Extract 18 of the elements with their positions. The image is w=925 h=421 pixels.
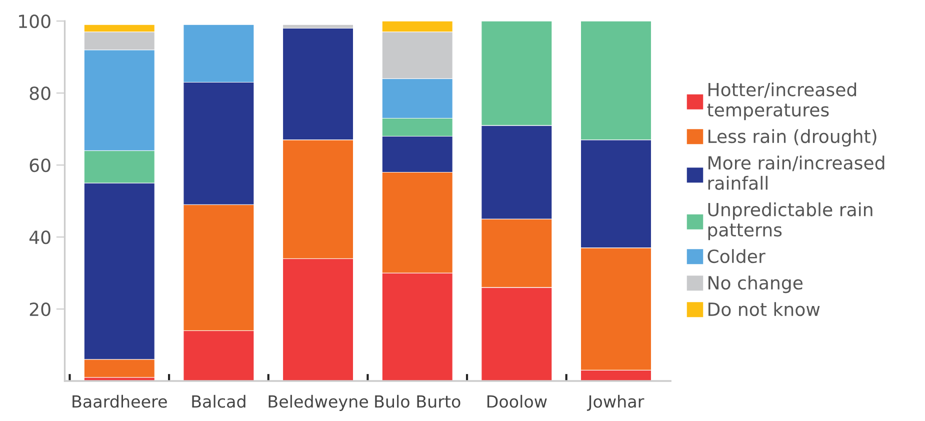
legend-label: Less rain (drought)	[708, 129, 876, 147]
x-tick-label: Doolow	[487, 394, 547, 408]
y-tick-label: 60	[30, 158, 50, 172]
y-tick-label: 100	[19, 14, 50, 28]
legend-label: Unpredictable rain patterns	[708, 202, 872, 240]
x-tick-label: Bulo Burto	[375, 394, 460, 408]
x-tick-label: Jowhar	[586, 394, 644, 411]
legend-label: Hotter/increased temperatures	[707, 82, 856, 120]
x-tick-label: Baardheere	[72, 394, 167, 408]
y-tick-label: 40	[29, 230, 50, 244]
legend-label: More rain/increased rainfall	[708, 156, 884, 190]
y-tick-label: 80	[30, 86, 50, 100]
legend-label: Colder	[708, 249, 766, 264]
legend-label: Do not know	[708, 302, 820, 316]
legend-label: No change	[708, 276, 803, 294]
y-tick-label: 20	[30, 302, 50, 316]
x-tick-label: Beledweyne	[268, 394, 368, 412]
x-tick-label: Balcad	[192, 394, 246, 408]
